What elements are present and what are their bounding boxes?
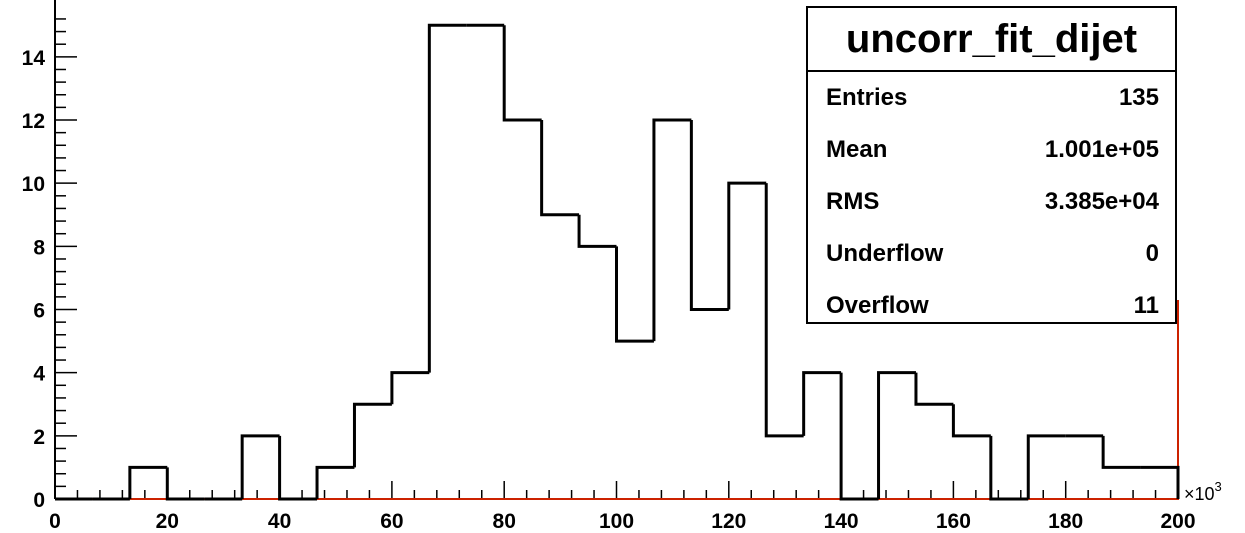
y-tick-label: 2 (33, 426, 45, 449)
histogram-bin (652, 118, 692, 342)
histogram-bin (877, 371, 916, 499)
stats-label: Underflow (826, 240, 944, 267)
histogram-bin (727, 181, 767, 310)
histogram-bin (1140, 465, 1180, 499)
stats-label: RMS (826, 188, 880, 215)
y-tick-label: 10 (22, 173, 45, 196)
x-tick-label: 60 (380, 510, 403, 533)
histogram-bin (165, 467, 205, 501)
stats-value: 11 (1133, 292, 1159, 319)
x-tick-label: 100 (599, 510, 634, 533)
stats-row-entries: Entries 135 (808, 72, 1175, 124)
histogram-bin (839, 372, 879, 501)
y-tick-label: 6 (33, 300, 45, 323)
stats-row-mean: Mean 1.001e+05 (808, 124, 1175, 176)
histogram-bin (615, 246, 654, 343)
histogram-bin (390, 371, 430, 405)
x-tick-label: 200 (1160, 510, 1195, 533)
histogram-bars (55, 23, 1180, 501)
y-tick-label: 14 (22, 47, 46, 70)
histogram-bin (315, 465, 355, 499)
histogram-bin (914, 372, 954, 406)
stats-value: 1.001e+05 (1044, 136, 1159, 163)
stats-title: uncorr_fit_dijet (808, 8, 1175, 72)
histogram-bin (540, 120, 580, 217)
histogram-bin (1101, 435, 1141, 469)
stats-value: 0 (1145, 240, 1159, 267)
histogram-bin (577, 214, 617, 248)
histogram-bin (951, 404, 991, 438)
histogram-bin (427, 23, 467, 373)
x-tick-label: 180 (1048, 510, 1083, 533)
stats-row-rms: RMS 3.385e+04 (808, 176, 1175, 228)
histogram-bin (352, 402, 392, 468)
histogram-bin (502, 25, 542, 122)
y-tick-label: 12 (22, 110, 45, 133)
x-tick-label: 120 (711, 510, 746, 533)
y-tick-label: 4 (33, 363, 45, 386)
x-tick-label: 80 (493, 510, 516, 533)
y-tick-label: 0 (33, 489, 45, 512)
x-tick-label: 0 (49, 510, 61, 533)
stats-row-overflow: Overflow 11 (808, 280, 1175, 332)
x-axis-ticks: 0 20 40 60 80 100 120 140 160 180 200 (49, 481, 1196, 533)
x-tick-label: 20 (156, 510, 179, 533)
stats-label: Entries (826, 84, 908, 111)
stats-value: 3.385e+04 (1044, 188, 1159, 215)
x-tick-label: 40 (268, 510, 291, 533)
histogram-bin (802, 371, 842, 436)
stats-label: Mean (826, 136, 888, 163)
x-tick-label: 140 (824, 510, 859, 533)
y-axis-ticks: 0 2 4 6 8 10 12 14 (22, 18, 77, 512)
stats-value: 135 (1118, 84, 1159, 111)
stats-row-underflow: Underflow 0 (808, 228, 1175, 280)
histogram-bin (764, 183, 804, 438)
y-tick-label: 8 (33, 236, 45, 259)
histogram-bin (989, 435, 1029, 501)
stats-box: uncorr_fit_dijet Entries 135 Mean 1.001e… (806, 6, 1177, 324)
histogram-bin (240, 434, 280, 499)
histogram-bin (128, 465, 168, 499)
histogram-bin (278, 435, 318, 501)
x-tick-label: 160 (936, 510, 971, 533)
stats-label: Overflow (826, 292, 929, 319)
x-axis-exponent: ×103 (1184, 479, 1222, 504)
histogram-bin (1026, 434, 1066, 499)
histogram-bin (689, 120, 729, 312)
